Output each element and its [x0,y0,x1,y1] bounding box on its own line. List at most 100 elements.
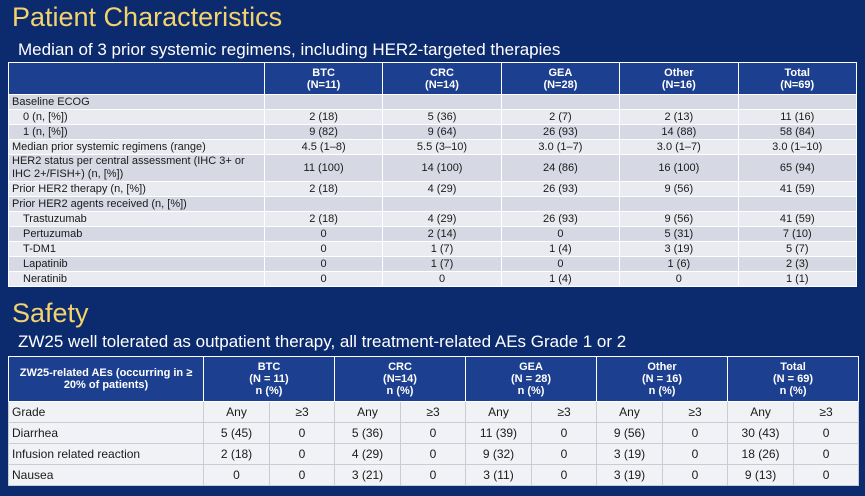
table-row: Lapatinib 0 1 (7) 0 1 (6) 2 (3) [8,256,858,272]
cell: 2 (18) [263,181,384,197]
row-label: Lapatinib [8,256,265,272]
cell: 1 (4) [500,241,621,257]
cell [500,94,621,110]
cell: Any [465,401,532,423]
column-n: (N=69) [780,78,815,91]
cell: 3 (19) [596,464,664,486]
cell: 5 (31) [619,226,739,242]
cell [263,94,384,110]
cell: 11 (16) [737,109,858,125]
cell: 0 [203,464,270,486]
header-cell: CRC (N=14) n (%) [334,356,466,402]
cell: 9 (82) [263,124,384,140]
header-cell: Total (N = 69) n (%) [727,356,860,402]
column-name: CRC [430,66,454,79]
cell: 0 [530,464,598,486]
column-name: GEA [519,361,543,373]
row-label: Diarrhea [8,422,204,444]
column-name: Other [664,66,694,79]
cell: 1 (4) [500,271,621,287]
column-unit: n (%) [779,385,807,397]
cell: 2 (18) [263,109,384,125]
cell: 0 [269,464,335,486]
cell: 0 [263,226,384,242]
row-label: 0 (n, [%]) [8,109,265,125]
cell [500,196,621,212]
column-n: (N=28) [543,78,578,91]
cell: 26 (93) [500,181,621,197]
cell: 3 (11) [465,464,532,486]
cell: Any [203,401,270,423]
cell: 7 (10) [737,226,858,242]
header-cell: Total (N=69) [737,62,858,95]
table-row: Baseline ECOG [8,94,858,110]
header-cell: BTC (N=11) [263,62,384,95]
column-name: Total [784,66,810,79]
grade-row: Grade Any ≥3 Any ≥3 Any ≥3 Any ≥3 Any ≥3 [8,401,860,423]
cell: 0 [263,271,384,287]
cell: 65 (94) [737,154,858,182]
column-unit: n (%) [648,385,676,397]
characteristics-table: BTC (N=11) CRC (N=14) GEA (N=28) Other (N=16) To… [8,62,858,287]
cell: 5.5 (3–10) [382,139,502,155]
table-row: T-DM1 0 1 (7) 1 (4) 3 (19) 5 (7) [8,241,858,257]
cell: 2 (13) [619,109,739,125]
cell: ≥3 [662,401,729,423]
table-row: Prior HER2 therapy (n, [%]) 2 (18) 4 (29) 2… [8,181,858,197]
row-label: Trastuzumab [8,211,265,227]
table-row: Prior HER2 agents received (n, [%]) [8,196,858,212]
row-label: 1 (n, [%]) [8,124,265,140]
header-cell: Other (N = 16) n (%) [596,356,729,402]
table-row: Median prior systemic regimens (range) 4.… [8,139,858,155]
header-cell: BTC (N = 11) n (%) [203,356,335,402]
row-label: Grade [8,401,204,423]
cell: 9 (56) [596,422,664,444]
section-subtitle: Median of 3 prior systemic regimens, inc… [18,40,561,59]
cell: 9 (56) [619,211,739,227]
column-name: Other [647,361,677,373]
cell: 1 (7) [382,256,502,272]
column-unit: n (%) [517,385,545,397]
cell: 41 (59) [737,211,858,227]
cell: 24 (86) [500,154,621,182]
cell: 9 (64) [382,124,502,140]
table-row: Pertuzumab 0 2 (14) 0 5 (31) 7 (10) [8,226,858,242]
table-row: 0 (n, [%]) 2 (18) 5 (36) 2 (7) 2 (13) 11 (16) [8,109,858,125]
row-label: Infusion related reaction [8,443,204,465]
column-unit: n (%) [386,385,414,397]
cell: 3.0 (1–7) [500,139,621,155]
cell: 3 (19) [596,443,664,465]
table-row: Neratinib 0 0 1 (4) 0 1 (1) [8,271,858,287]
cell: 41 (59) [737,181,858,197]
column-n: (N=16) [661,78,696,91]
cell: 5 (7) [737,241,858,257]
cell: 0 [382,271,502,287]
cell: 0 [269,422,335,444]
cell: ≥3 [269,401,335,423]
table-row: Nausea 0 0 3 (21) 0 3 (11) 0 3 (19) 0 9 (13) 0 [8,464,860,486]
cell: 1 (7) [382,241,502,257]
cell: 0 [400,422,466,444]
cell: 14 (88) [619,124,739,140]
cell: 5 (36) [334,422,401,444]
cell: 0 [793,464,860,486]
cell: ≥3 [400,401,466,423]
cell: 2 (3) [737,256,858,272]
row-label: Baseline ECOG [8,94,265,110]
cell: 0 [263,256,384,272]
cell: 0 [500,226,621,242]
cell: 4 (29) [382,211,502,227]
table-row: HER2 status per central assessment (IHC … [8,154,858,182]
column-n: (N = 16) [642,373,683,385]
cell [737,196,858,212]
table-row: Infusion related reaction 2 (18) 0 4 (29) 0 9… [8,443,860,465]
cell: 4.5 (1–8) [263,139,384,155]
cell: 0 [263,241,384,257]
cell: 11 (100) [263,154,384,182]
cell: 0 [269,443,335,465]
cell: 0 [619,271,739,287]
column-n: (N=14) [383,373,417,385]
row-label: HER2 status per central assessment (IHC … [8,154,265,182]
cell: 2 (18) [203,443,270,465]
cell: 9 (13) [727,464,795,486]
